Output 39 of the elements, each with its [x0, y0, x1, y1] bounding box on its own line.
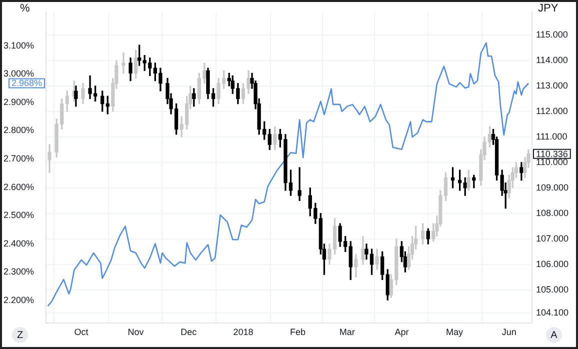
y-tick-label: 2.200%	[3, 294, 34, 305]
text: 2.968%	[11, 78, 42, 88]
y2-tick-label: 105.000	[536, 284, 569, 294]
y2-tick-label: 111.000	[536, 131, 568, 142]
candlestick	[298, 167, 302, 201]
y-tick-label: 2.800%	[3, 125, 34, 136]
y-tick-label: 2.700%	[3, 154, 34, 164]
x-tick-label: Mar	[339, 326, 355, 337]
y-tick-label: 3.100%	[3, 40, 34, 50]
x-tick-label: Nov	[128, 326, 144, 337]
y2-tick-label: 112.000	[536, 106, 568, 116]
text: A	[550, 330, 558, 341]
y-tick-label: 2.500%	[3, 210, 34, 220]
text: 110.336	[536, 148, 568, 159]
y2-tick-label: 113.000	[536, 80, 568, 90]
x-tick-label: Dec	[180, 326, 198, 337]
y-tick-label: 3.000%	[3, 68, 34, 79]
y2-axis-title: JPY	[538, 2, 559, 15]
y-axis-title: %	[20, 2, 30, 15]
y2-tick-label: 106.000	[536, 258, 569, 269]
y-tick-label: 2.900%	[3, 96, 34, 107]
y2-tick-label: 107.000	[536, 233, 569, 244]
x-tick-label: Oct	[74, 326, 89, 337]
y2-tick-label: 109.000	[536, 182, 569, 192]
x-tick-label: Apr	[394, 326, 409, 337]
y-tick-label: 2.600%	[3, 182, 34, 192]
y-tick-label: 2.400%	[3, 238, 34, 248]
y2-tick-label: 104.100	[536, 307, 569, 318]
candlestick	[122, 52, 126, 74]
y-tick-label: 2.300%	[3, 266, 34, 277]
x-tick-label: 2018	[233, 326, 254, 337]
y2-tick-label: 110.000	[536, 156, 568, 167]
x-tick-label: Feb	[290, 326, 306, 337]
y2-tick-label: 108.000	[536, 208, 569, 218]
x-tick-label: Jun	[502, 326, 516, 337]
x-tick-label: May	[446, 326, 464, 337]
y2-tick-label: 114.000	[536, 54, 568, 65]
y2-tick-label: 115.000	[536, 29, 568, 40]
text: Z	[16, 330, 24, 341]
